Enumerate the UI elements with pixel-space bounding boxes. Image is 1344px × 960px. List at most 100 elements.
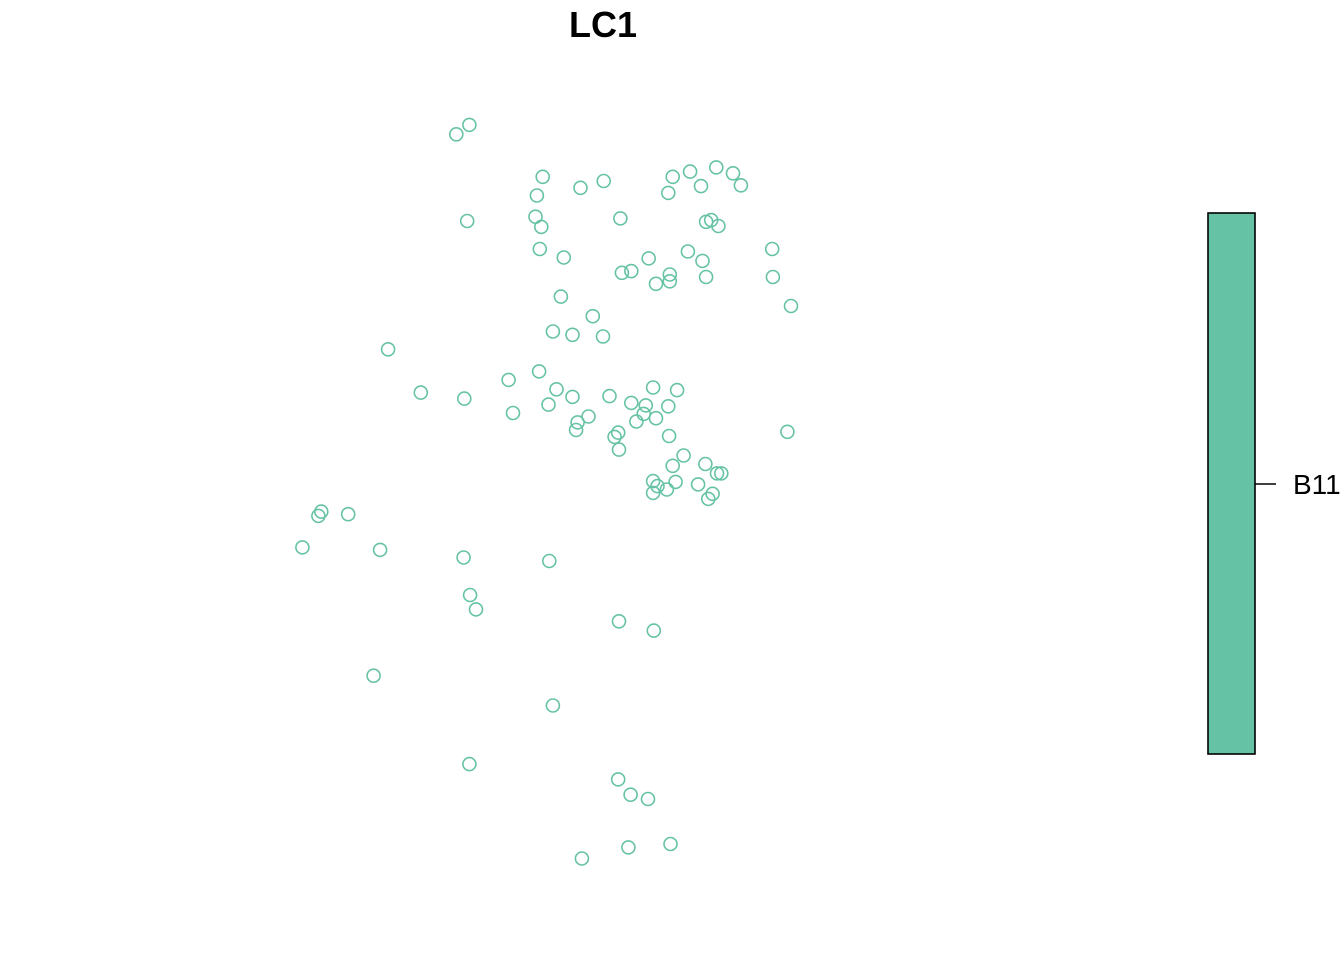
data-point (611, 442, 627, 457)
data-point (662, 273, 678, 289)
data-point (565, 327, 580, 343)
data-point (574, 851, 590, 866)
data-point (698, 456, 713, 472)
data-point (665, 458, 681, 474)
data-point (372, 542, 388, 558)
data-point (585, 308, 601, 324)
data-point (311, 508, 326, 524)
data-point (541, 397, 556, 412)
data-point (780, 424, 795, 440)
data-point (545, 698, 561, 713)
data-point (602, 388, 617, 404)
legend: B11 (1207, 212, 1341, 755)
data-point (662, 267, 678, 282)
data-points (295, 117, 799, 866)
data-point (611, 613, 627, 629)
data-point (468, 602, 484, 617)
data-point (680, 244, 696, 259)
legend-color-bar (1207, 212, 1256, 755)
data-point (725, 166, 741, 181)
data-point (505, 405, 521, 421)
data-point (549, 381, 564, 397)
data-point (610, 425, 626, 440)
data-point (650, 478, 665, 494)
data-point (613, 211, 628, 226)
data-point (629, 414, 644, 429)
data-point (708, 160, 724, 175)
data-point (532, 241, 548, 257)
data-point (459, 213, 475, 229)
data-point (596, 173, 612, 189)
data-point (711, 218, 726, 234)
data-point (501, 372, 516, 388)
data-point (607, 429, 622, 445)
data-point (648, 410, 664, 426)
data-point (535, 169, 551, 185)
data-point (614, 265, 630, 281)
data-point (313, 504, 329, 519)
data-point (659, 482, 675, 497)
data-point (661, 428, 677, 444)
data-point (764, 241, 780, 257)
data-point (568, 422, 584, 438)
data-point (533, 219, 549, 235)
data-point (669, 382, 685, 398)
data-point (573, 180, 588, 196)
data-point (668, 474, 683, 490)
data-point (640, 791, 656, 807)
data-point (645, 473, 661, 489)
data-point (556, 250, 572, 265)
data-point (623, 395, 639, 411)
data-point (621, 840, 636, 855)
data-point (581, 409, 596, 424)
chart-title: LC1 (569, 4, 637, 45)
data-point (646, 623, 662, 638)
data-point (570, 415, 585, 430)
data-point (700, 491, 716, 507)
data-point (693, 178, 709, 194)
data-point (733, 178, 749, 193)
data-point (641, 251, 657, 266)
data-point (638, 398, 654, 413)
data-point (531, 364, 547, 379)
data-point (636, 406, 652, 422)
data-point (665, 169, 681, 185)
data-point (695, 253, 710, 269)
data-point (623, 263, 639, 279)
data-point (713, 466, 729, 481)
data-point (553, 289, 569, 304)
data-point (610, 772, 626, 787)
data-point (462, 117, 477, 133)
data-point (380, 341, 396, 357)
data-point (413, 385, 429, 400)
data-point (565, 389, 580, 405)
data-point (663, 836, 678, 852)
data-point (705, 486, 720, 502)
data-point (648, 276, 664, 292)
data-point (462, 587, 478, 603)
data-point (456, 391, 472, 406)
data-point (366, 668, 381, 684)
data-point (645, 380, 661, 395)
data-point (448, 127, 464, 142)
data-point (541, 553, 557, 569)
data-point (660, 398, 676, 414)
data-point (783, 298, 799, 314)
data-point (462, 756, 477, 772)
data-point (529, 188, 545, 203)
data-point (682, 164, 698, 179)
data-point (690, 477, 706, 492)
data-point (545, 324, 561, 339)
data-point (765, 269, 781, 285)
data-point (660, 185, 676, 201)
data-point (623, 787, 638, 803)
data-point (676, 448, 691, 463)
data-point (456, 550, 471, 565)
data-point (698, 269, 714, 285)
data-point (340, 506, 356, 522)
data-point (295, 540, 310, 555)
data-point (709, 466, 725, 481)
data-point (595, 329, 611, 344)
legend-label: B11 (1293, 469, 1341, 500)
